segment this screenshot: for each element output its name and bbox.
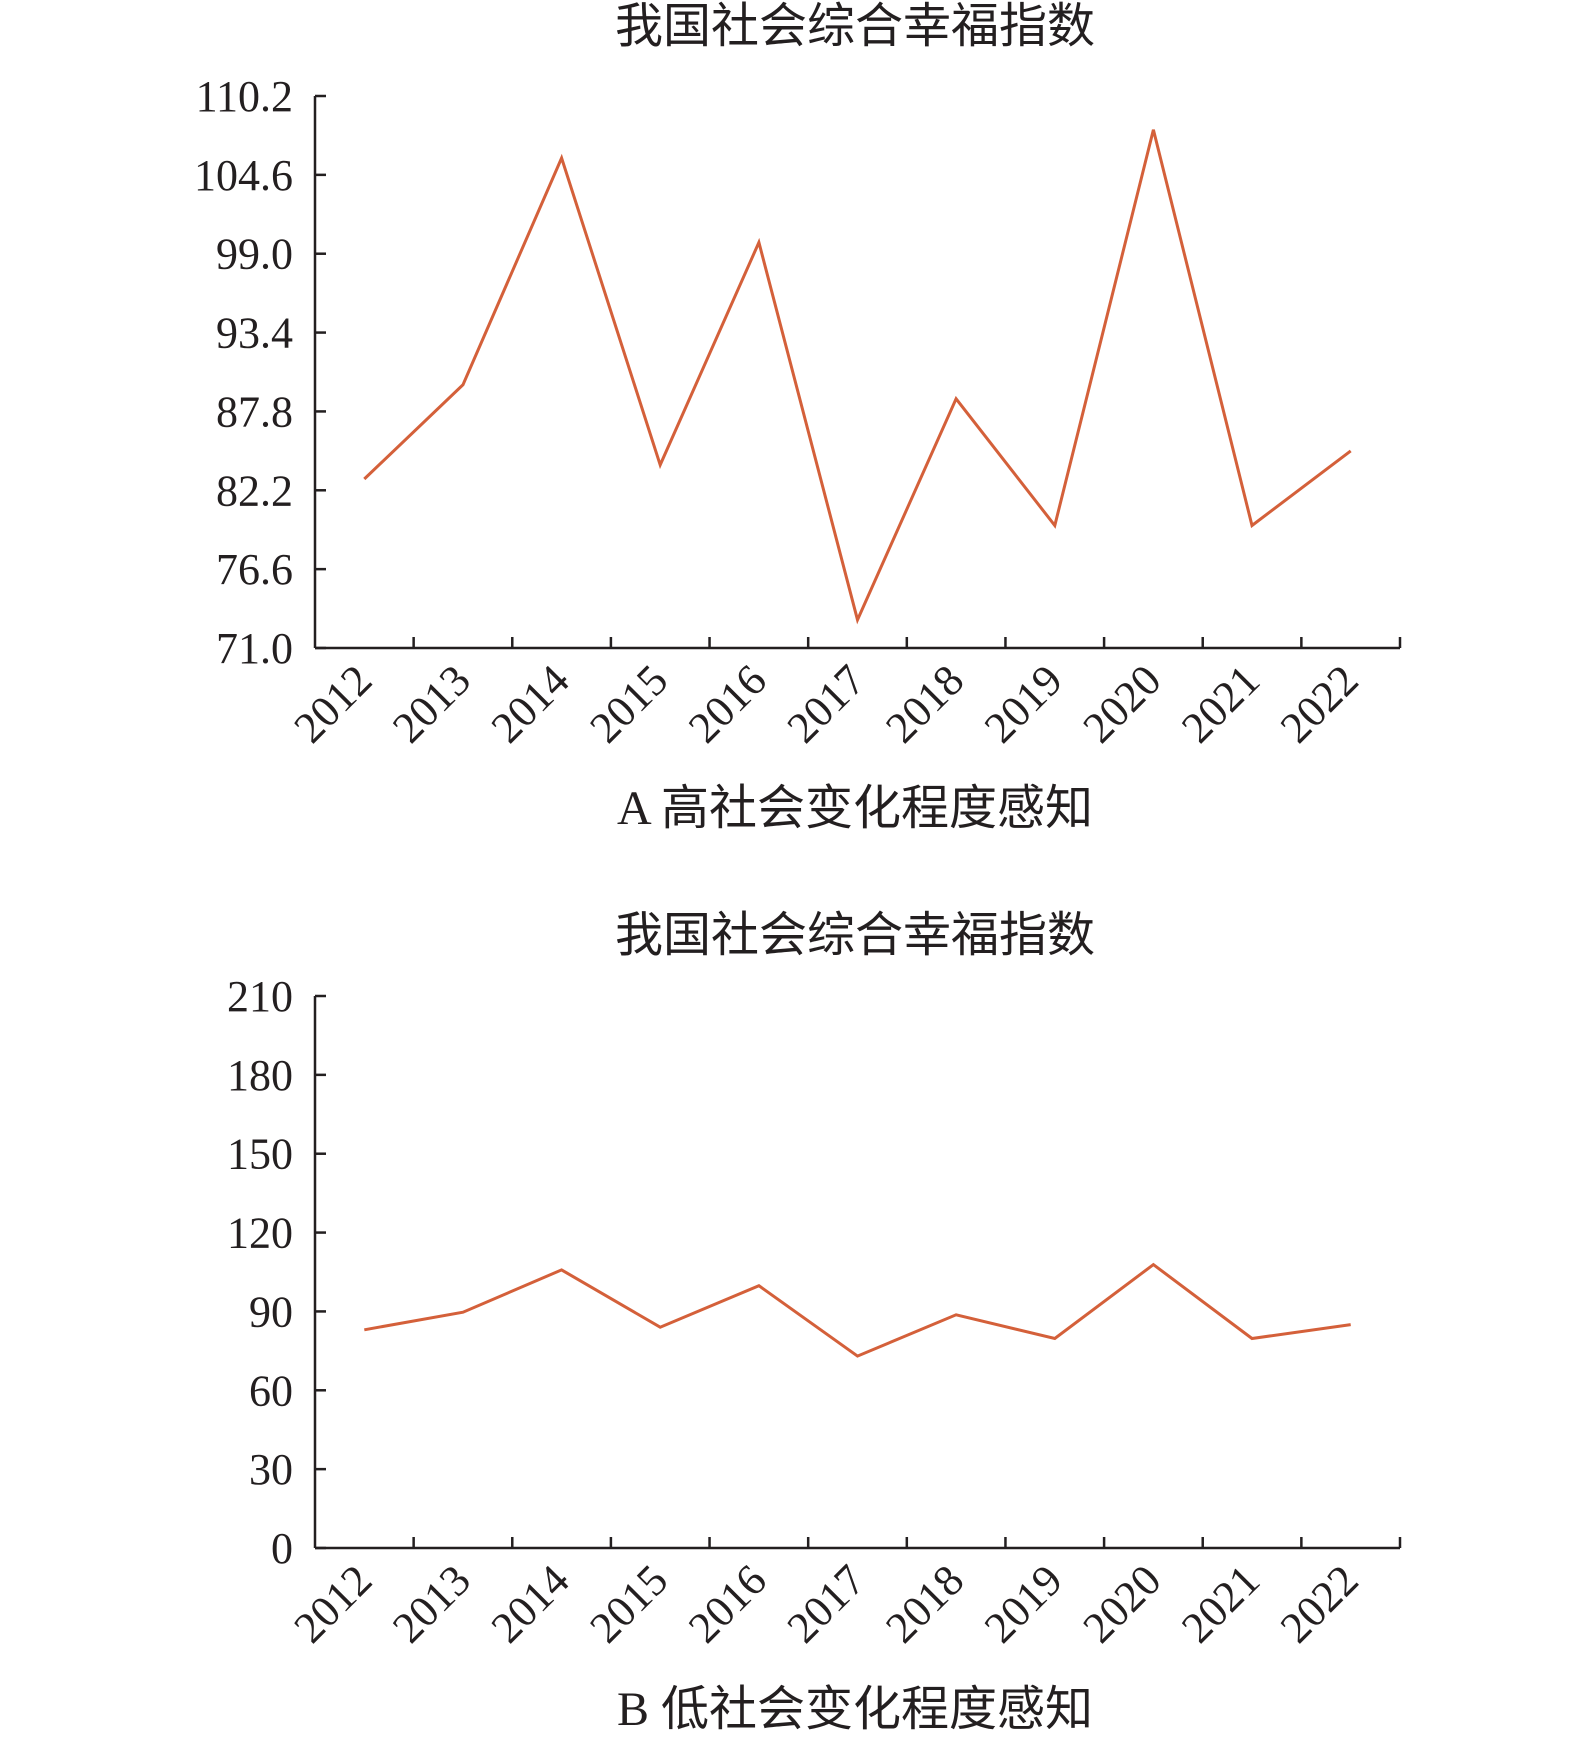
chart-b-y-tick-label: 60: [249, 1366, 293, 1415]
chart-a-x-tick-label: 2020: [1074, 655, 1171, 752]
chart-b-y-tick-label: 0: [271, 1524, 293, 1573]
chart-b-caption: B 低社会变化程度感知: [617, 1683, 1093, 1736]
chart-b-title: 我国社会综合幸福指数: [615, 909, 1095, 962]
chart-a-x-tick-label: 2018: [876, 655, 973, 752]
chart-a-y-tick-label: 82.2: [216, 466, 293, 515]
chart-b-x-tick-label: 2013: [383, 1555, 480, 1652]
chart-a-x-tick-label: 2016: [679, 655, 776, 752]
chart-a-series-line: [363, 129, 1352, 625]
chart-a-y-tick-label: 104.6: [194, 151, 293, 200]
chart-a-title: 我国社会综合幸福指数: [615, 0, 1095, 53]
chart-a-y-tick-label: 99.0: [216, 230, 293, 279]
chart-b-x-tick-label: 2019: [975, 1555, 1072, 1652]
chart-a-x-tick-label: 2022: [1271, 655, 1368, 752]
chart-a-caption: A 高社会变化程度感知: [617, 782, 1093, 835]
chart-a-x-tick-label: 2013: [383, 655, 480, 752]
chart-b-x-tick-label: 2015: [580, 1555, 677, 1652]
chart-b-y-tick-label: 180: [227, 1051, 293, 1100]
chart-b-y-tick-label: 90: [249, 1287, 293, 1336]
chart-a: 我国社会综合幸福指数 71.0 76.6 82.2 87.8 93.4 99.0 104.6…: [194, 0, 1402, 835]
chart-b-y-tick-label: 210: [227, 972, 293, 1021]
chart-b-y-tick-label: 30: [249, 1445, 293, 1494]
chart-a-y-tick-label: 87.8: [216, 387, 293, 436]
chart-b-y-tick-label: 120: [227, 1209, 293, 1258]
chart-a-x-tick-label: 2015: [580, 655, 677, 752]
chart-a-y-tick-label: 71.0: [216, 624, 293, 673]
chart-b-x-tick-label: 2014: [482, 1555, 579, 1652]
chart-b-x-tick-label: 2016: [679, 1555, 776, 1652]
chart-b-x-tick-label: 2020: [1074, 1555, 1171, 1652]
chart-a-y-tick-label: 76.6: [216, 545, 293, 594]
chart-b-x-tick-label: 2017: [778, 1555, 875, 1652]
chart-b-x-tick-label: 2018: [876, 1555, 973, 1652]
chart-b-y-tick-label: 150: [227, 1130, 293, 1179]
chart-a-x-tick-label: 2017: [778, 655, 875, 752]
chart-b-x-tick-label: 2021: [1172, 1555, 1269, 1652]
chart-a-x-tick-label: 2021: [1172, 655, 1269, 752]
chart-b-x-tick-label: 2022: [1271, 1555, 1368, 1652]
chart-a-x-tick-label: 2014: [482, 655, 579, 752]
chart-b-series-line: [364, 1262, 1351, 1358]
chart-a-x-tick-label: 2019: [975, 655, 1072, 752]
chart-b-x-tick-label: 2012: [285, 1555, 382, 1652]
chart-a-y-tick-label: 110.2: [196, 72, 293, 121]
chart-a-y-tick-label: 93.4: [216, 309, 293, 358]
chart-a-x-tick-label: 2012: [285, 655, 382, 752]
